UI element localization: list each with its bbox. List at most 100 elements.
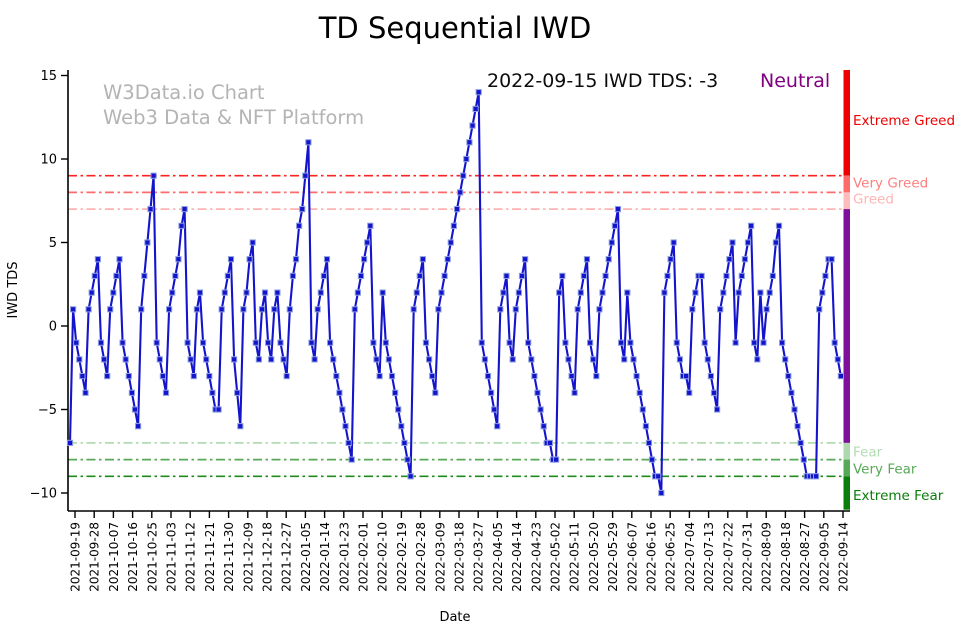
x-tick-label: 2021-10-25 <box>145 522 159 592</box>
x-tick-label: 2022-08-09 <box>760 522 774 592</box>
data-point-marker <box>571 389 578 396</box>
data-point-marker <box>190 373 197 380</box>
data-point-marker <box>785 373 792 380</box>
data-point-marker <box>596 306 603 313</box>
x-tick-label: 2022-06-16 <box>645 522 659 592</box>
data-point-marker <box>441 272 448 279</box>
data-point-marker <box>82 389 89 396</box>
data-point-marker <box>252 339 259 346</box>
data-point-marker <box>488 389 495 396</box>
data-point-marker <box>289 272 296 279</box>
data-point-marker <box>673 339 680 346</box>
data-point-marker <box>587 339 594 346</box>
data-point-marker <box>494 423 501 430</box>
data-point-marker <box>577 289 584 296</box>
data-point-marker <box>159 373 167 380</box>
data-point-marker <box>144 239 151 246</box>
x-tick-label: 2022-02-01 <box>357 522 371 592</box>
data-point-marker <box>286 306 293 313</box>
data-point-marker <box>837 373 844 380</box>
data-point-marker <box>723 272 730 279</box>
data-point-marker <box>175 256 182 263</box>
data-point-marker <box>593 373 600 380</box>
x-tick-label: 2022-04-05 <box>491 522 505 592</box>
data-point-marker <box>76 356 83 363</box>
data-point-marker <box>398 423 405 430</box>
data-point-marker <box>327 339 334 346</box>
data-point-marker <box>531 373 538 380</box>
data-point-marker <box>828 256 835 263</box>
sentiment-bar-segment <box>843 459 850 477</box>
data-point-marker <box>605 256 612 263</box>
data-point-marker <box>221 289 228 296</box>
x-tick-label: 2021-11-30 <box>222 522 236 592</box>
x-tick-label: 2021-12-18 <box>261 522 275 592</box>
data-point-marker <box>553 456 560 463</box>
data-point-marker <box>692 289 699 296</box>
data-point-marker <box>816 306 823 313</box>
sentiment-bar-segment <box>843 476 850 510</box>
x-tick-label: 2022-08-27 <box>798 522 812 592</box>
data-point-marker <box>618 339 625 346</box>
data-point-marker <box>351 306 358 313</box>
data-point-marker <box>379 289 386 296</box>
data-point-marker <box>748 222 755 229</box>
data-point-marker <box>101 356 108 363</box>
zone-label: Fear <box>853 445 883 461</box>
x-tick-label: 2022-04-23 <box>529 522 543 592</box>
data-point-marker <box>249 239 256 246</box>
data-point-marker <box>791 406 798 413</box>
data-point-marker <box>760 339 767 346</box>
data-point-marker <box>342 423 349 430</box>
data-point-marker <box>534 389 541 396</box>
data-point-marker <box>686 389 693 396</box>
zone-label: Greed <box>853 192 894 208</box>
data-point-marker <box>85 306 92 313</box>
data-point-marker <box>271 306 278 313</box>
data-point-marker <box>735 289 742 296</box>
data-point-marker <box>299 206 306 213</box>
data-point-marker <box>348 456 355 463</box>
data-point-marker <box>107 306 114 313</box>
data-point-marker <box>376 373 383 380</box>
data-point-marker <box>401 439 408 446</box>
data-point-marker <box>113 272 120 279</box>
data-point-marker <box>546 439 553 446</box>
data-point-marker <box>813 473 820 480</box>
data-point-marker <box>636 389 643 396</box>
data-point-marker <box>624 289 631 296</box>
data-point-marker <box>125 373 132 380</box>
data-point-marker <box>119 339 126 346</box>
data-point-marker <box>200 339 207 346</box>
data-point-marker <box>392 389 399 396</box>
data-point-marker <box>135 423 142 430</box>
data-point-marker <box>138 306 145 313</box>
data-point-marker <box>788 389 795 396</box>
data-point-marker <box>670 239 677 246</box>
data-point-marker <box>819 289 826 296</box>
x-tick-label: 2022-09-05 <box>817 522 831 592</box>
data-point-marker <box>169 289 176 296</box>
data-point-marker <box>265 339 272 346</box>
data-point-marker <box>676 356 683 363</box>
data-point-marker <box>444 256 451 263</box>
data-point-marker <box>472 105 479 113</box>
data-point-marker <box>258 306 266 313</box>
data-point-marker <box>172 272 179 279</box>
x-tick-label: 2021-12-27 <box>280 522 294 592</box>
data-point-marker <box>345 439 352 446</box>
data-point-marker <box>633 373 640 380</box>
sentiment-bar-segment <box>843 175 850 193</box>
data-point-marker <box>308 339 315 346</box>
data-point-marker <box>373 356 380 363</box>
data-point-marker <box>689 306 696 313</box>
data-point-marker <box>515 289 522 296</box>
data-point-marker <box>831 339 838 346</box>
data-point-marker <box>779 339 786 346</box>
data-point-marker <box>497 306 504 313</box>
axes: 15 10 5 0 −5 −10 2021-09-19 2021-09-28 2021-10-0… <box>30 69 851 592</box>
data-point-marker <box>645 439 653 446</box>
data-point-marker <box>683 373 690 380</box>
data-point-marker <box>500 289 507 296</box>
